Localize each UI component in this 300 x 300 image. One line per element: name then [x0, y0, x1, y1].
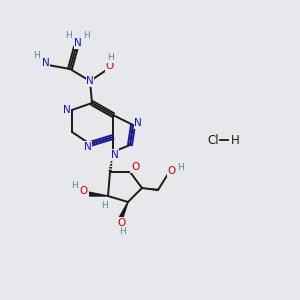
- Polygon shape: [118, 202, 128, 221]
- Text: H: H: [34, 52, 40, 61]
- Text: H: H: [82, 32, 89, 40]
- Text: H: H: [106, 53, 113, 62]
- Text: O: O: [106, 61, 114, 71]
- Text: O: O: [118, 218, 126, 228]
- Text: H: H: [120, 227, 126, 236]
- Text: Cl: Cl: [207, 134, 219, 146]
- Text: O: O: [168, 166, 176, 176]
- Text: O: O: [131, 162, 139, 172]
- Text: O: O: [80, 186, 88, 196]
- Text: N: N: [111, 150, 119, 160]
- Polygon shape: [88, 192, 108, 196]
- Text: H: H: [72, 182, 78, 190]
- Text: N: N: [63, 105, 71, 115]
- Text: N: N: [42, 58, 50, 68]
- Text: N: N: [84, 142, 92, 152]
- Text: N: N: [86, 76, 94, 86]
- Text: H: H: [100, 200, 107, 209]
- Text: H: H: [66, 32, 72, 40]
- Text: H: H: [231, 134, 239, 146]
- Text: N: N: [74, 38, 82, 48]
- Text: N: N: [134, 118, 142, 128]
- Text: H: H: [178, 163, 184, 172]
